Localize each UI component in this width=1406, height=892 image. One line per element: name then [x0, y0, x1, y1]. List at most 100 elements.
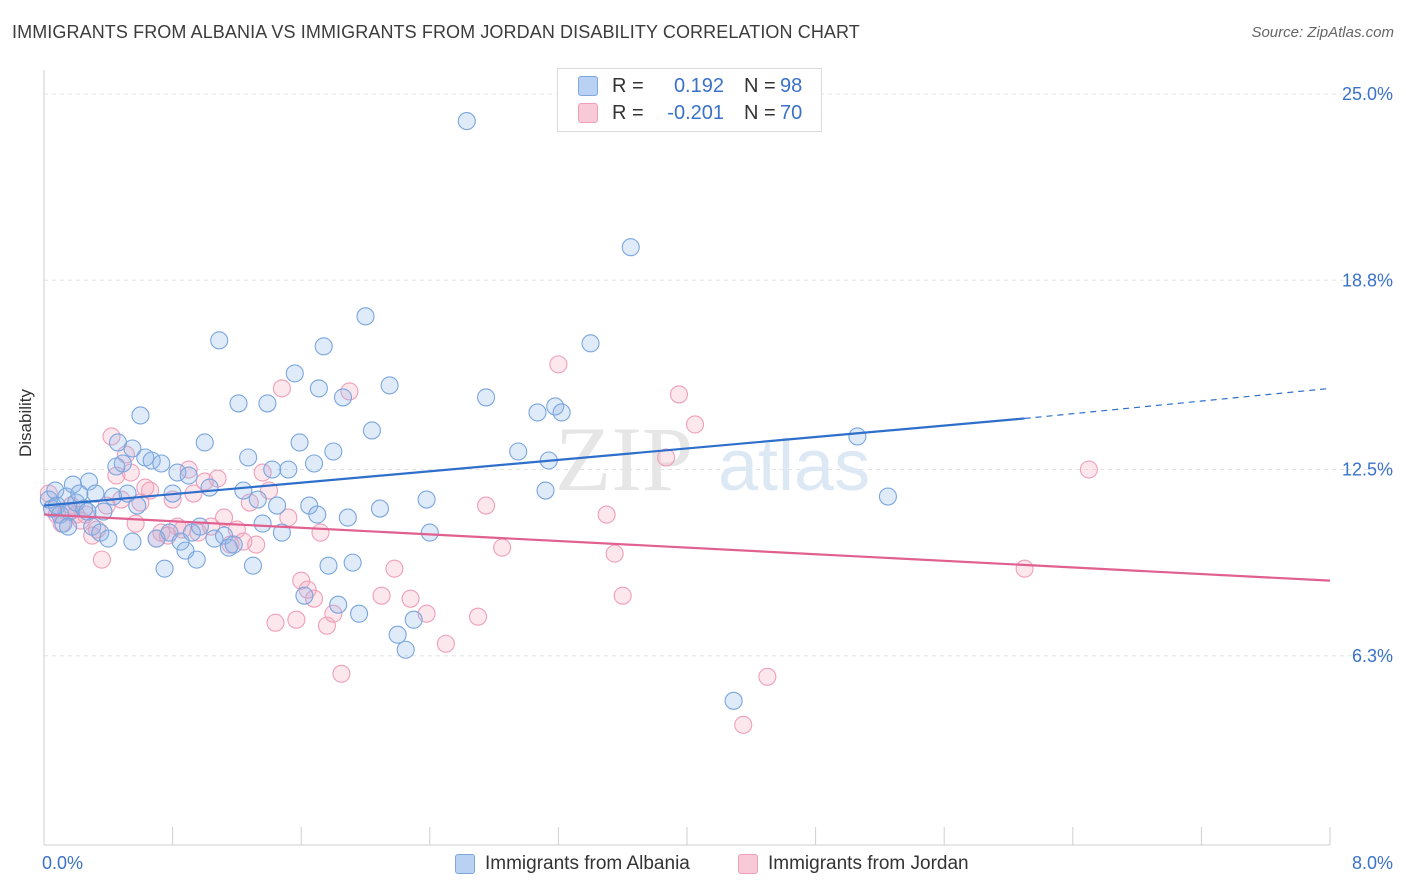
albania-point [285, 364, 304, 383]
albania-point [219, 538, 238, 557]
jordan-point [92, 550, 111, 569]
albania-point [295, 586, 314, 605]
jordan-point [493, 538, 512, 557]
albania-point [477, 388, 496, 407]
albania-point [248, 490, 267, 509]
albania-point [234, 481, 253, 500]
albania-point [509, 442, 528, 461]
albania-point [848, 427, 867, 446]
albania-point [581, 334, 600, 353]
albania-point [536, 481, 555, 500]
jordan-point [734, 715, 753, 734]
albania-point [268, 496, 287, 515]
series-albania [39, 112, 897, 710]
jordan-point [657, 448, 676, 467]
jordan-point [613, 586, 632, 605]
albania-point [362, 421, 381, 440]
albania-swatch [578, 76, 598, 96]
n-label: N = [744, 74, 776, 97]
albania-point [324, 442, 343, 461]
albania-point [388, 625, 407, 644]
jordan-point [247, 535, 266, 554]
albania-point [46, 481, 65, 500]
jordan-point [126, 514, 145, 533]
jordan-point [468, 607, 488, 626]
jordan-point [401, 589, 420, 608]
grid-lines [44, 93, 1390, 657]
stats-legend: R = 0.192 N = 98 R = -0.201 N = 70 [557, 68, 822, 132]
albania-point [128, 496, 147, 515]
albania-point [314, 337, 333, 356]
jordan-trend-line [43, 513, 1331, 582]
albania-point [272, 523, 291, 542]
jordan-swatch [578, 103, 598, 123]
albania-point [239, 448, 258, 467]
y-tick-label: 25.0% [1342, 84, 1393, 104]
albania-point [210, 331, 229, 350]
legend-row-jordan: R = -0.201 N = 70 [578, 100, 802, 126]
jordan-point [287, 610, 306, 629]
albania-point [200, 478, 219, 497]
jordan-point [605, 544, 624, 563]
source-label: Source: ZipAtlas.com [1251, 24, 1394, 41]
jordan-point [332, 664, 351, 683]
jordan-point [758, 667, 777, 686]
albania-point [621, 238, 640, 257]
x-tick-label: 8.0% [1352, 853, 1393, 873]
albania-point [370, 499, 390, 518]
n-label: N = [744, 101, 776, 124]
albania-point [123, 439, 142, 458]
jordan-point [685, 415, 705, 434]
albania-point [187, 550, 206, 569]
albania-swatch [455, 854, 475, 874]
y-axis-label: Disability [16, 388, 35, 457]
albania-point [338, 508, 357, 527]
bottom-legend-albania: Immigrants from Albania [455, 851, 690, 877]
n-value: 98 [780, 74, 803, 97]
jordan-point [292, 571, 311, 590]
albania-point [457, 112, 476, 131]
albania-point [253, 514, 272, 533]
axes [43, 70, 1331, 846]
albania-point [94, 502, 113, 521]
albania-point [528, 403, 547, 422]
jordan-point [477, 496, 496, 515]
y-tick-label: 12.5% [1342, 460, 1393, 480]
albania-point [343, 553, 362, 572]
albania-point [404, 610, 423, 629]
jordan-point [1015, 559, 1034, 578]
albania-point [878, 487, 897, 506]
albania-point [123, 532, 142, 551]
r-label: R = [612, 74, 644, 97]
albania-point [329, 595, 348, 614]
y-tick-label: 6.3% [1352, 646, 1393, 666]
albania-point [190, 517, 209, 536]
albania-point [305, 454, 324, 473]
x-tick-label: 0.0% [42, 853, 83, 873]
albania-point [59, 517, 78, 536]
albania-trend-line [43, 417, 1025, 507]
jordan-point [214, 508, 234, 527]
albania-point [99, 529, 118, 548]
jordan-point [549, 355, 568, 374]
tick-labels: 6.3% 12.5% 18.8% 25.0% 0.0% 8.0% [42, 84, 1393, 873]
albania-point [420, 523, 439, 542]
albania-point [333, 388, 353, 407]
chart-title: IMMIGRANTS FROM ALBANIA VS IMMIGRANTS FR… [12, 22, 860, 42]
albania-point [258, 394, 277, 413]
r-label: R = [612, 101, 644, 124]
albania-legend-label: Immigrants from Albania [485, 853, 690, 874]
trend-lines [43, 387, 1331, 582]
albania-point [263, 460, 282, 479]
jordan-point [179, 460, 198, 479]
albania-point [309, 379, 328, 398]
jordan-point [266, 613, 285, 632]
jordan-point [385, 559, 404, 578]
albania-point [308, 505, 327, 524]
albania-point [243, 556, 263, 575]
albania-point [214, 526, 234, 545]
jordan-point [372, 586, 391, 605]
albania-point [179, 466, 198, 485]
albania-trend-extension [1024, 387, 1331, 420]
